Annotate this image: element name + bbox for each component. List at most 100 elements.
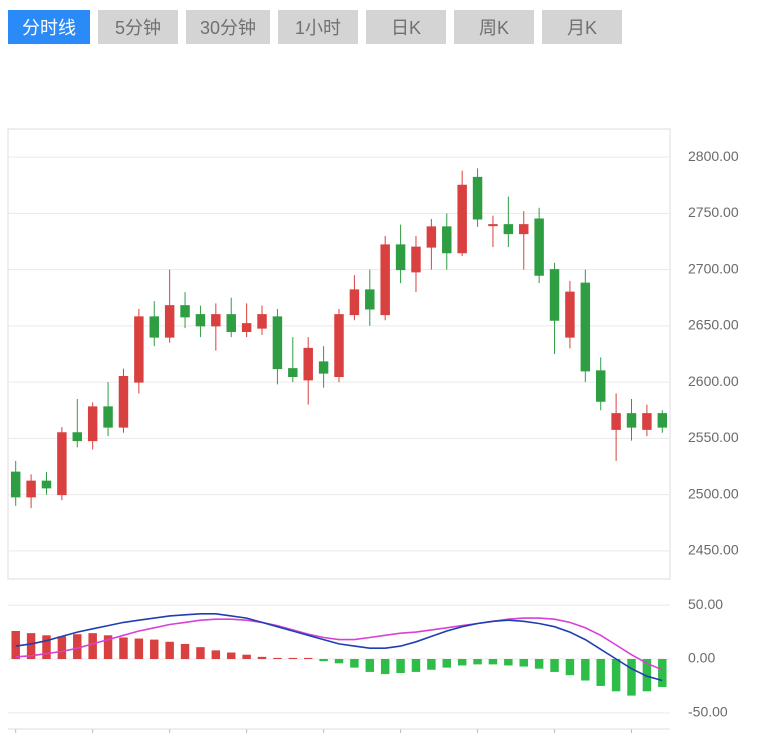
y-axis-label: 2750.00 bbox=[688, 204, 739, 220]
candle-body bbox=[289, 369, 297, 377]
macd-hist-bar bbox=[273, 658, 281, 659]
candle-body bbox=[11, 472, 19, 497]
macd-hist-bar bbox=[289, 658, 297, 659]
y-axis-label: 2600.00 bbox=[688, 373, 739, 389]
tab-1[interactable]: 5分钟 bbox=[98, 10, 178, 44]
candle-body bbox=[366, 290, 374, 309]
candle-body bbox=[443, 227, 451, 253]
macd-hist-bar bbox=[443, 659, 451, 668]
candle-body bbox=[196, 315, 204, 326]
macd-hist-bar bbox=[304, 658, 312, 659]
candle-body bbox=[489, 225, 497, 226]
tab-2[interactable]: 30分钟 bbox=[186, 10, 270, 44]
candle-body bbox=[150, 317, 158, 337]
candle-body bbox=[135, 317, 143, 382]
macd-hist-bar bbox=[627, 659, 635, 696]
candle-body bbox=[504, 225, 512, 234]
candle-body bbox=[612, 414, 620, 430]
candle-body bbox=[227, 315, 235, 332]
macd-hist-bar bbox=[550, 659, 558, 672]
candle-body bbox=[473, 177, 481, 219]
candle-body bbox=[535, 219, 543, 275]
macd-hist-bar bbox=[150, 640, 158, 659]
y-axis-label: 2700.00 bbox=[688, 260, 739, 276]
tab-5[interactable]: 周K bbox=[454, 10, 534, 44]
candlestick-chart: 2800.00 2750.00 2700.00 2650.00 2600.00 2550.… bbox=[0, 54, 759, 737]
candle-body bbox=[42, 481, 50, 488]
macd-hist-bar bbox=[196, 647, 204, 659]
timeframe-tabs: 分时线5分钟30分钟1小时日K周K月K bbox=[0, 0, 759, 54]
candle-body bbox=[165, 306, 173, 338]
macd-hist-bar bbox=[535, 659, 543, 669]
indicator-y-label: -50.00 bbox=[688, 704, 728, 720]
tab-3[interactable]: 1小时 bbox=[278, 10, 358, 44]
candle-body bbox=[73, 433, 81, 441]
macd-hist-bar bbox=[581, 659, 589, 681]
candle-body bbox=[88, 407, 96, 441]
y-axis-label: 2650.00 bbox=[688, 317, 739, 333]
candle-body bbox=[104, 407, 112, 427]
tab-4[interactable]: 日K bbox=[366, 10, 446, 44]
candle-body bbox=[412, 247, 420, 272]
candle-body bbox=[566, 292, 574, 337]
macd-hist-bar bbox=[504, 659, 512, 665]
candle-body bbox=[658, 414, 666, 428]
macd-hist-bar bbox=[88, 633, 96, 659]
macd-hist-bar bbox=[212, 650, 220, 659]
macd-hist-bar bbox=[227, 653, 235, 659]
macd-hist-bar bbox=[566, 659, 574, 675]
indicator-y-label: 0.00 bbox=[688, 650, 715, 666]
indicator-line-1 bbox=[16, 614, 663, 681]
candle-body bbox=[181, 306, 189, 317]
macd-hist-bar bbox=[119, 637, 127, 659]
macd-hist-bar bbox=[319, 659, 327, 661]
candle-body bbox=[396, 245, 404, 270]
candle-body bbox=[458, 185, 466, 253]
macd-hist-bar bbox=[489, 659, 497, 664]
macd-hist-bar bbox=[520, 659, 528, 667]
macd-hist-bar bbox=[412, 659, 420, 672]
macd-hist-bar bbox=[350, 659, 358, 668]
candle-body bbox=[58, 433, 66, 495]
candle-body bbox=[643, 414, 651, 430]
macd-hist-bar bbox=[335, 659, 343, 663]
candle-body bbox=[381, 245, 389, 315]
candle-body bbox=[304, 348, 312, 380]
macd-hist-bar bbox=[42, 635, 50, 659]
candle-body bbox=[627, 414, 635, 428]
macd-hist-bar bbox=[381, 659, 389, 674]
macd-hist-bar bbox=[181, 644, 189, 659]
macd-hist-bar bbox=[135, 639, 143, 659]
macd-hist-bar bbox=[427, 659, 435, 670]
macd-hist-bar bbox=[242, 655, 250, 659]
indicator-y-label: 50.00 bbox=[688, 596, 723, 612]
candle-body bbox=[212, 315, 220, 326]
macd-hist-bar bbox=[612, 659, 620, 691]
candle-body bbox=[119, 377, 127, 428]
candle-body bbox=[258, 315, 266, 329]
candle-body bbox=[550, 270, 558, 321]
y-axis-label: 2550.00 bbox=[688, 429, 739, 445]
macd-hist-bar bbox=[58, 636, 66, 659]
macd-hist-bar bbox=[396, 659, 404, 673]
macd-hist-bar bbox=[165, 642, 173, 659]
y-axis-label: 2450.00 bbox=[688, 542, 739, 558]
candle-body bbox=[427, 227, 435, 247]
candle-body bbox=[520, 225, 528, 234]
candle-body bbox=[319, 362, 327, 373]
candle-body bbox=[273, 317, 281, 369]
tab-0[interactable]: 分时线 bbox=[8, 10, 90, 44]
candle-body bbox=[27, 481, 35, 497]
y-axis-label: 2500.00 bbox=[688, 485, 739, 501]
macd-hist-bar bbox=[473, 659, 481, 664]
chart-container: 2800.00 2750.00 2700.00 2650.00 2600.00 2550.… bbox=[0, 54, 759, 737]
candle-body bbox=[581, 283, 589, 371]
macd-hist-bar bbox=[458, 659, 466, 665]
macd-hist-bar bbox=[596, 659, 604, 686]
candle-body bbox=[350, 290, 358, 315]
y-axis-label: 2800.00 bbox=[688, 148, 739, 164]
macd-hist-bar bbox=[258, 657, 266, 659]
tab-6[interactable]: 月K bbox=[542, 10, 622, 44]
candle-body bbox=[242, 324, 250, 332]
candle-body bbox=[596, 371, 604, 401]
